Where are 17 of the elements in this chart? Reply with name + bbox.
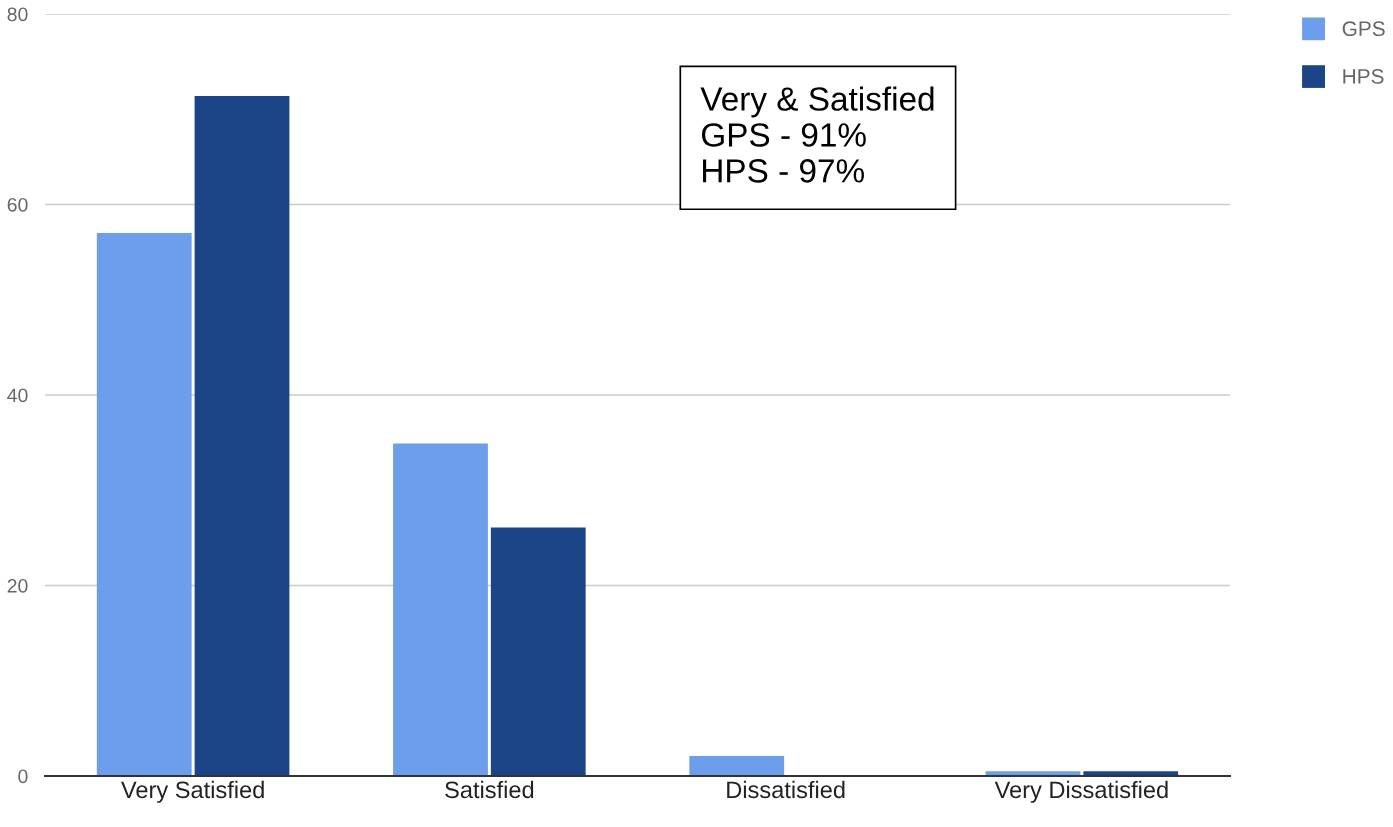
- bar: [96, 233, 192, 776]
- legend-label: GPS: [1342, 21, 1385, 37]
- bar: [490, 527, 586, 776]
- y-tick-label: 40: [7, 388, 28, 403]
- x-tick-label: Dissatisfied: [727, 780, 845, 799]
- y-tick-label: 80: [7, 7, 28, 22]
- x-tick-label: Very Satisfied: [121, 780, 264, 803]
- legend-label: HPS: [1343, 69, 1384, 84]
- annotation: Very & Satisfied GPS - 91% HPS - 97%: [700, 86, 934, 183]
- y-tick-label: 0: [18, 769, 28, 784]
- bar: [689, 756, 785, 776]
- y-tick-label: 60: [7, 197, 28, 212]
- bar: [194, 95, 290, 776]
- y-tick-label: 20: [7, 578, 28, 593]
- bar: [393, 443, 488, 776]
- x-tick-label: Satisfied: [445, 780, 534, 799]
- x-tick-label: Very Dissatisfied: [994, 780, 1168, 803]
